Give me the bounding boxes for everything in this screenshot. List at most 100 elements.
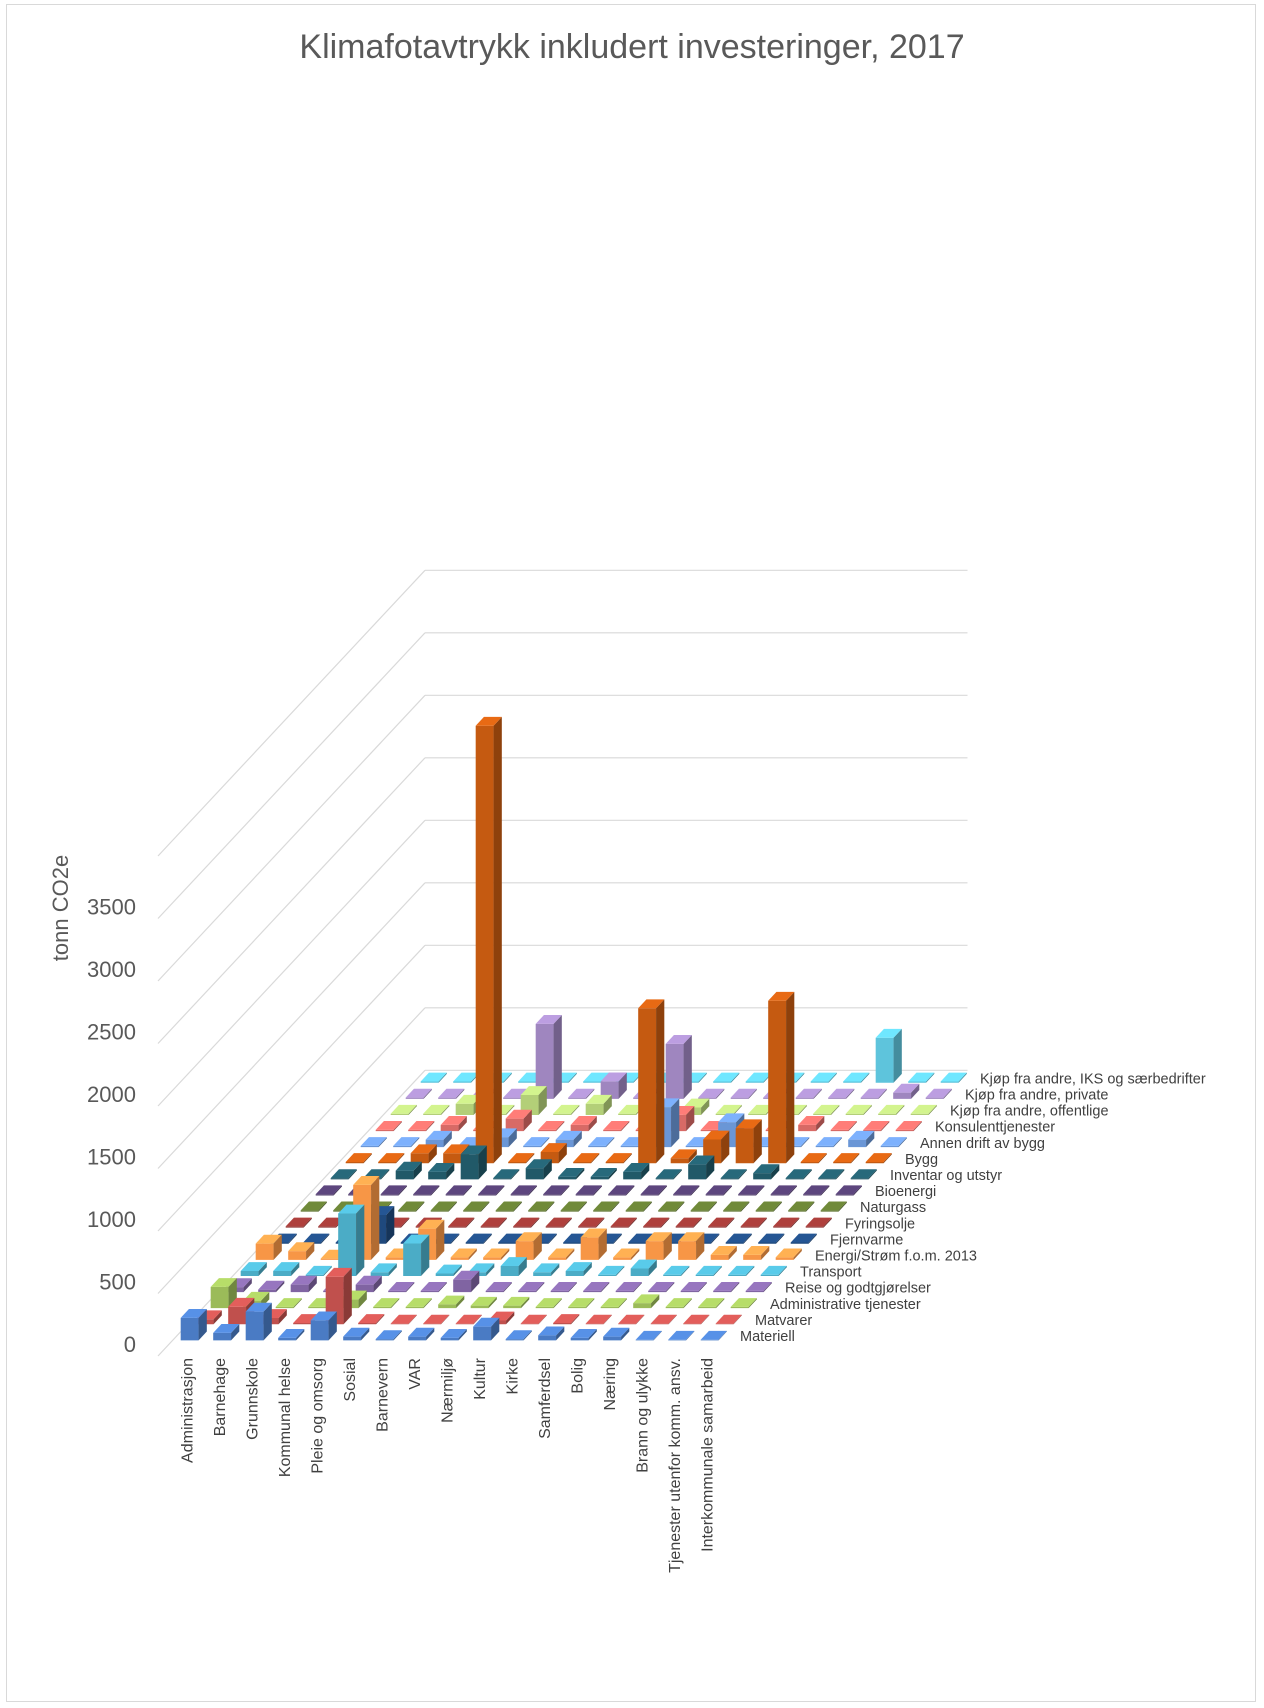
bar (743, 1246, 770, 1260)
category-label: Brann og ulykke (634, 1358, 651, 1473)
bar (603, 1327, 630, 1341)
bar (925, 1088, 952, 1099)
bar (500, 1257, 527, 1276)
bar (405, 1088, 432, 1099)
bar (610, 1217, 637, 1228)
bar (730, 1298, 757, 1309)
bar (390, 1314, 417, 1325)
bar (613, 1248, 640, 1260)
bar (865, 1153, 892, 1164)
bar (423, 1104, 450, 1115)
bar (678, 1232, 705, 1260)
series-label: Kjøp fra andre, offentlige (950, 1104, 1109, 1120)
bar (538, 1120, 565, 1132)
bar (278, 1329, 305, 1341)
series-label: Kjøp fra andre, IKS og særbedrifter (980, 1071, 1206, 1087)
bar (440, 1115, 467, 1132)
gridlines (157, 569, 968, 1357)
bar (728, 1265, 755, 1276)
bar (470, 1296, 497, 1309)
bar (505, 1109, 532, 1132)
bar (550, 1281, 577, 1293)
bar (430, 1201, 457, 1212)
bar (643, 1217, 670, 1228)
category-label: Tjenester utenfor komm. ansv. (667, 1358, 684, 1573)
series-label: Transport (800, 1265, 862, 1281)
bar (690, 1201, 717, 1212)
y-tick-label: 1000 (87, 1207, 136, 1232)
bar (568, 1088, 595, 1099)
bar (440, 1329, 467, 1341)
series-label: Fjernvarme (830, 1232, 903, 1248)
bar (803, 1185, 830, 1196)
bar (593, 1201, 620, 1212)
series-label: Bioenergi (875, 1184, 936, 1200)
y-tick-label: 3500 (87, 895, 136, 920)
bar (305, 1265, 332, 1276)
bar (720, 1169, 747, 1180)
bar (813, 1104, 840, 1115)
category-label: Barnevern (374, 1358, 391, 1432)
bar (540, 1143, 567, 1164)
bar (863, 1120, 890, 1132)
bar (380, 1185, 407, 1196)
bar (310, 1311, 337, 1341)
bar (588, 1137, 615, 1148)
bar (240, 1262, 267, 1276)
bar (485, 1281, 512, 1293)
bar (795, 1088, 822, 1099)
bar (745, 1072, 772, 1083)
bar (378, 1153, 405, 1164)
bar (495, 1201, 522, 1212)
bar (600, 1298, 627, 1309)
series-label: Kjøp fra andre, private (965, 1087, 1108, 1103)
series-label: Administrative tjenester (770, 1297, 921, 1313)
category-labels: Administrasjon Barnehage Grunnskole Kommuna… (179, 1357, 716, 1573)
category-label: Bolig (569, 1358, 586, 1394)
bar (503, 1296, 530, 1309)
bar (273, 1262, 300, 1276)
bar (255, 1234, 282, 1260)
bar (700, 1330, 727, 1341)
bar (568, 1298, 595, 1309)
bar (833, 1153, 860, 1164)
series-label: Bygg (905, 1152, 938, 1168)
bar (510, 1185, 537, 1196)
bar (513, 1217, 540, 1228)
bar (360, 1137, 387, 1148)
bar (448, 1217, 475, 1228)
y-tick-label: 0 (124, 1332, 136, 1357)
category-label: Kommunal helse (277, 1358, 294, 1477)
bar (680, 1281, 707, 1293)
bar (773, 1217, 800, 1228)
category-label: Administrasjon (179, 1358, 196, 1463)
bar (875, 1028, 902, 1083)
bar (425, 1130, 452, 1148)
bar (655, 1169, 682, 1180)
bar (828, 1088, 855, 1099)
bar (478, 1185, 505, 1196)
bar (723, 1201, 750, 1212)
bar (343, 1327, 370, 1341)
bar (390, 1104, 417, 1115)
chart-frame (6, 4, 1256, 1702)
gridline-side (157, 819, 426, 1107)
bar (735, 1119, 762, 1164)
bar (673, 1185, 700, 1196)
bar (370, 1263, 397, 1276)
category-label: Pleie og omsorg (309, 1358, 326, 1474)
bar (805, 1217, 832, 1228)
bar (738, 1185, 765, 1196)
bar (420, 1072, 447, 1083)
bar (453, 1270, 480, 1293)
bar (820, 1201, 847, 1212)
bar (598, 1265, 625, 1276)
bar (698, 1088, 725, 1099)
bar (303, 1233, 330, 1244)
bar (745, 1281, 772, 1293)
gridline-side (157, 694, 426, 982)
bar (605, 1153, 632, 1164)
bar (553, 1314, 580, 1325)
bar (688, 1155, 715, 1180)
